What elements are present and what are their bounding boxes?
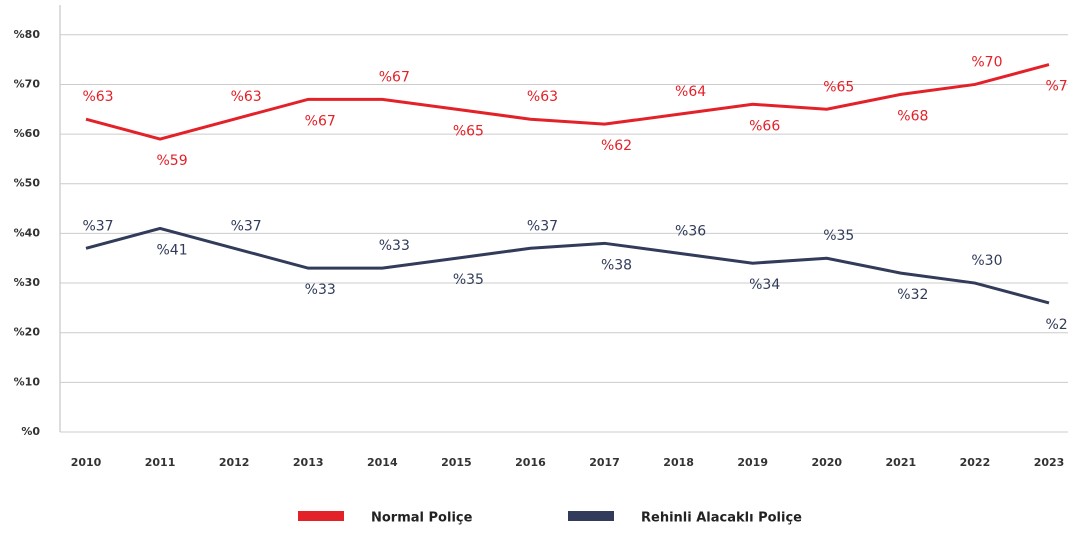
value-label: %59 [157,153,188,169]
value-label: %36 [675,223,706,239]
value-label: %26 [1045,317,1068,333]
x-tick-label: 2022 [960,456,991,469]
x-tick-label: 2013 [293,456,324,469]
value-label: %63 [527,89,558,105]
value-label: %30 [971,253,1002,269]
value-label: %68 [897,108,928,124]
legend-swatch [298,511,344,521]
x-tick-label: 2020 [811,456,842,469]
value-label: %70 [971,54,1002,70]
value-label: %63 [231,89,262,105]
x-tick-label: 2021 [886,456,917,469]
y-tick-label: %80 [14,28,41,41]
value-label: %66 [749,118,780,134]
value-label: %33 [379,238,410,254]
y-tick-label: %60 [14,127,41,140]
y-tick-label: %10 [14,375,41,388]
x-tick-label: 2018 [663,456,694,469]
value-label: %33 [305,282,336,298]
x-tick-label: 2010 [71,456,102,469]
value-label: %37 [231,218,262,234]
legend-label: Normal Poliçe [371,511,473,526]
value-label: %67 [379,69,410,85]
legend-label: Rehinli Alacaklı Poliçe [641,511,802,526]
value-label: %62 [601,138,632,154]
value-label: %35 [823,228,854,244]
value-label: %65 [823,79,854,95]
y-tick-label: %70 [14,77,41,90]
value-label: %74 [1045,79,1068,95]
value-label: %63 [82,89,113,105]
y-tick-label: %0 [21,425,40,438]
x-tick-label: 2014 [367,456,398,469]
value-label: %37 [82,218,113,234]
value-label: %65 [453,123,484,139]
x-tick-label: 2023 [1034,456,1065,469]
value-label: %41 [157,242,188,258]
series-line [85,226,1050,305]
value-label: %32 [897,287,928,303]
x-tick-label: 2016 [515,456,546,469]
value-label: %38 [601,257,632,273]
y-tick-label: %20 [14,326,41,339]
y-tick-label: %40 [14,226,41,239]
value-label: %34 [749,277,780,293]
value-label: %35 [453,272,484,288]
x-tick-label: 2017 [589,456,620,469]
x-tick-label: 2012 [219,456,250,469]
series-line [85,63,1050,141]
legend-swatch [568,511,614,521]
value-label: %64 [675,84,706,100]
value-label: %37 [527,218,558,234]
x-tick-label: 2015 [441,456,472,469]
y-tick-label: %30 [14,276,41,289]
value-label: %67 [305,113,336,129]
y-tick-label: %50 [14,177,41,190]
x-tick-label: 2011 [145,456,176,469]
x-tick-label: 2019 [737,456,768,469]
